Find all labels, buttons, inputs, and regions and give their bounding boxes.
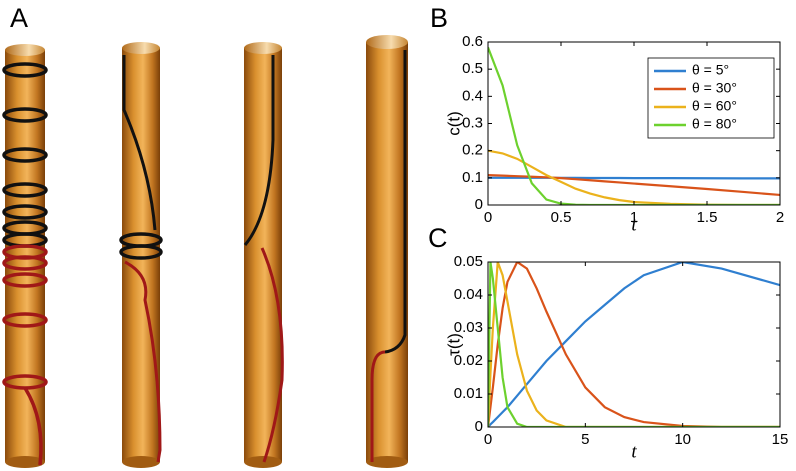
data-line — [488, 262, 780, 427]
data-line — [488, 262, 780, 427]
x-tick-label: 0 — [484, 431, 492, 448]
legend-label: θ = 5° — [692, 62, 729, 78]
data-line — [488, 174, 780, 197]
axes-box — [487, 261, 781, 428]
y-tick-label: 0.03 — [454, 319, 483, 336]
y-tick-label: 0 — [475, 196, 483, 213]
x-tick-label: 0.5 — [551, 209, 572, 226]
y-axis-label: c(t) — [444, 111, 463, 136]
x-tick-label: 15 — [772, 431, 789, 448]
plot-area — [488, 47, 780, 205]
y-tick-label: 0.5 — [462, 60, 483, 77]
axes-box — [487, 41, 781, 206]
panel-label: B — [430, 3, 448, 33]
y-tick-label: 0.2 — [462, 142, 483, 159]
data-line — [488, 262, 780, 427]
y-axis-label: τ(t) — [444, 333, 463, 356]
x-tick-label: 2 — [776, 209, 784, 226]
x-tick-label: 1.5 — [697, 209, 718, 226]
legend-label: θ = 60° — [692, 98, 737, 114]
panel-label: C — [428, 223, 448, 253]
y-tick-label: 0.1 — [462, 169, 483, 186]
y-tick-label: 0.02 — [454, 352, 483, 369]
legend-label: θ = 30° — [692, 80, 737, 96]
x-tick-label: 5 — [581, 431, 589, 448]
y-tick-label: 0.4 — [462, 87, 483, 104]
x-tick-label: 0 — [484, 209, 492, 226]
x-tick-label: 10 — [674, 431, 691, 448]
panel-label: A — [10, 3, 28, 33]
y-tick-label: 0.6 — [462, 33, 483, 50]
data-line — [488, 176, 780, 180]
data-line — [488, 262, 780, 427]
y-tick-label: 0.01 — [454, 385, 483, 402]
legend-label: θ = 80° — [692, 116, 737, 132]
y-tick-label: 0 — [475, 418, 483, 435]
y-tick-label: 0.04 — [454, 286, 483, 303]
y-tick-label: 0.05 — [454, 253, 483, 270]
y-tick-label: 0.3 — [462, 114, 483, 131]
x-axis-label: t — [631, 441, 637, 462]
panel-a-illustration — [2, 35, 408, 468]
data-line — [488, 47, 780, 205]
x-tick-label: 1 — [630, 209, 638, 226]
x-axis-label: t — [631, 214, 637, 235]
plot-area — [488, 262, 780, 427]
